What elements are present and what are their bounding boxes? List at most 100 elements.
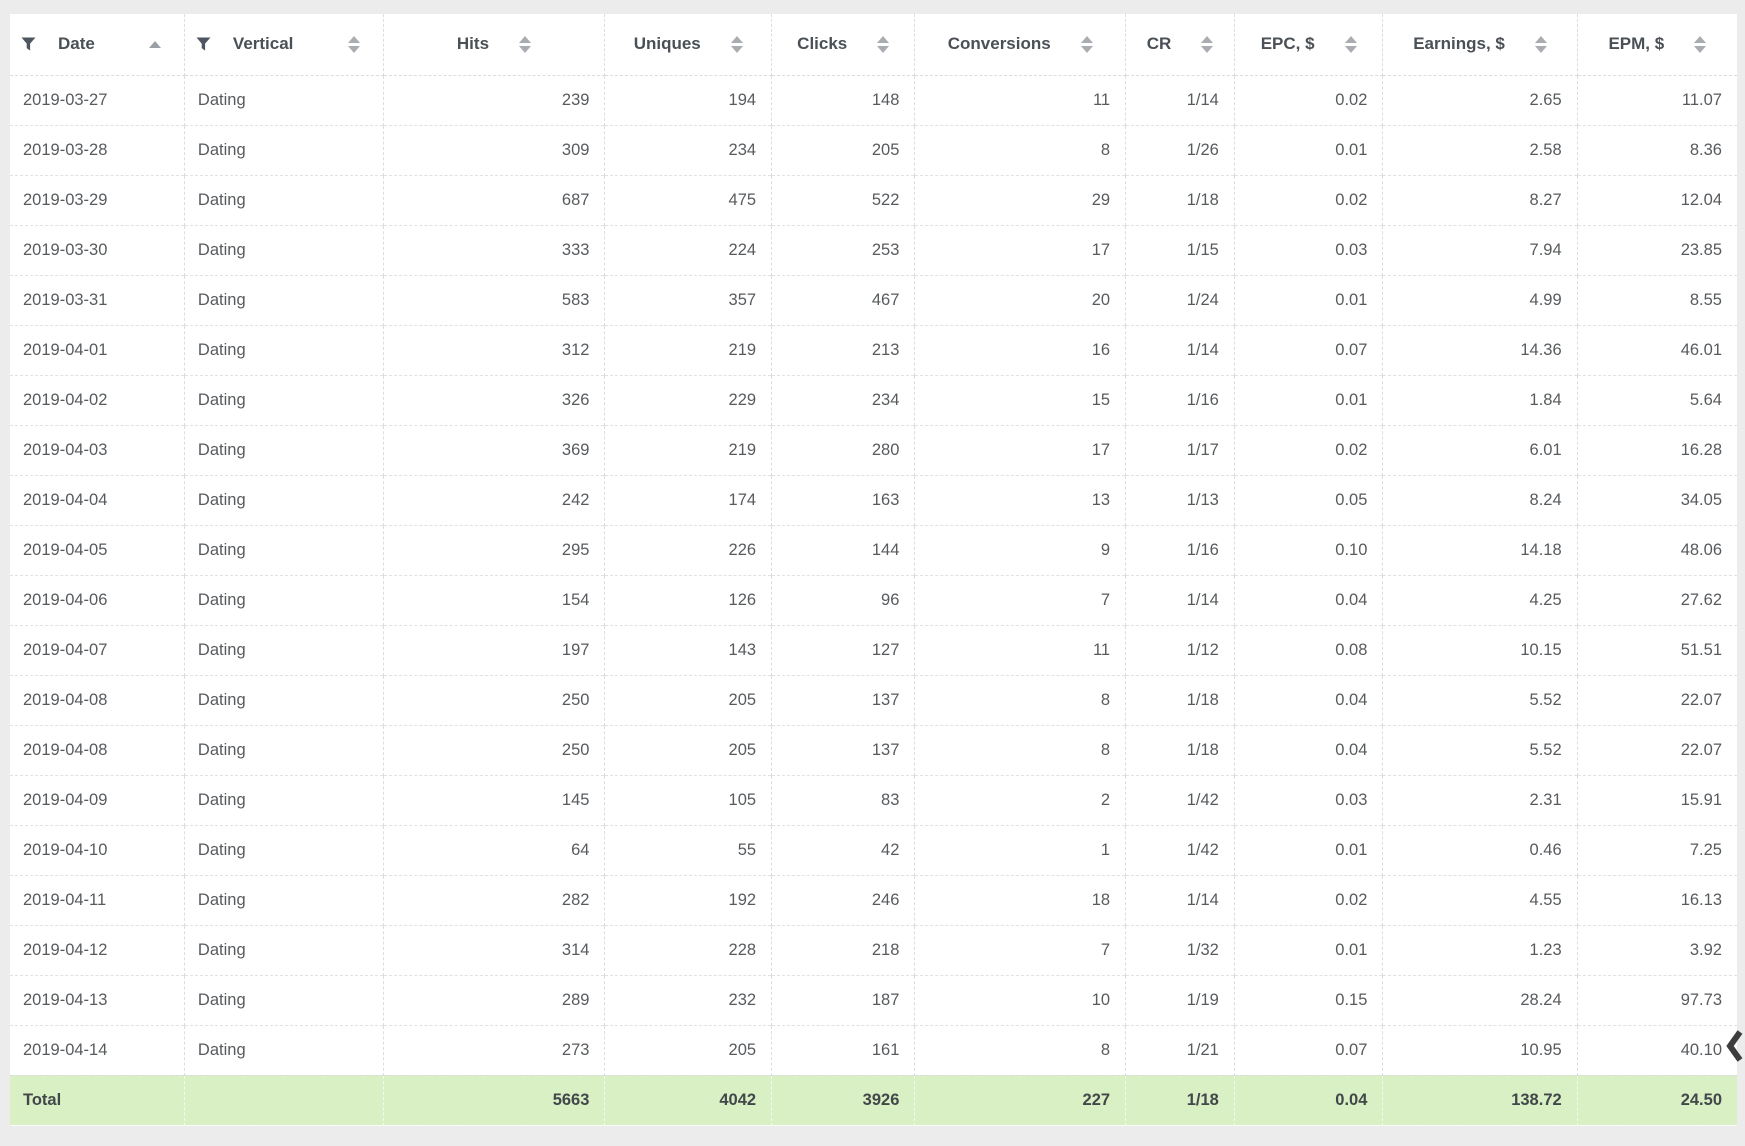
hits-cell: 250: [383, 674, 606, 725]
sort-icon[interactable]: [1080, 35, 1093, 53]
epc-cell: 0.01: [1234, 274, 1384, 325]
epm-cell: 27.62: [1577, 574, 1737, 625]
sort-icon[interactable]: [877, 35, 890, 53]
hits-cell: 314: [383, 924, 606, 975]
column-header-clicks[interactable]: Clicks: [771, 14, 916, 76]
cr-cell: 1/12: [1125, 624, 1235, 675]
uniques-cell: 219: [604, 424, 773, 475]
epm-cell: 97.73: [1577, 974, 1737, 1025]
vertical-cell: Dating: [184, 124, 384, 175]
sort-icon[interactable]: [1534, 35, 1547, 53]
column-header-date[interactable]: Date: [10, 14, 185, 76]
hits-cell: 239: [383, 75, 606, 125]
clicks-cell: 280: [771, 424, 916, 475]
column-label: EPC, $: [1260, 34, 1315, 54]
cr-cell: 1/18: [1125, 724, 1235, 775]
column-header-earnings[interactable]: Earnings, $: [1382, 14, 1578, 76]
table-row: 2019-03-29 Dating 687 475 522 29 1/18 0.…: [10, 174, 1737, 225]
sort-icon[interactable]: [1694, 35, 1707, 53]
epc-cell: 0.02: [1234, 874, 1384, 925]
uniques-cell: 192: [604, 874, 773, 925]
conversions-cell: 8: [914, 674, 1127, 725]
cr-cell: 1/24: [1125, 274, 1235, 325]
chevron-left-icon[interactable]: [1724, 1026, 1744, 1066]
vertical-cell: Dating: [184, 374, 384, 425]
total-row: Total 5663 4042 3926 227 1/18 0.04 138.7…: [10, 1074, 1737, 1126]
uniques-cell: 219: [604, 324, 773, 375]
epm-cell: 16.13: [1577, 874, 1737, 925]
earnings-cell: 10.95: [1382, 1024, 1578, 1075]
filter-icon[interactable]: [196, 37, 211, 51]
total-cell: [184, 1074, 384, 1126]
conversions-cell: 29: [914, 174, 1127, 225]
vertical-cell: Dating: [184, 274, 384, 325]
clicks-cell: 161: [771, 1024, 916, 1075]
cr-cell: 1/14: [1125, 874, 1235, 925]
epm-cell: 8.55: [1577, 274, 1737, 325]
date-cell: 2019-04-13: [10, 974, 185, 1025]
column-header-conversions[interactable]: Conversions: [914, 14, 1127, 76]
epc-cell: 0.02: [1234, 174, 1384, 225]
column-label: Earnings, $: [1413, 34, 1505, 54]
epc-cell: 0.03: [1234, 224, 1384, 275]
earnings-cell: 4.99: [1382, 274, 1578, 325]
epm-cell: 22.07: [1577, 724, 1737, 775]
clicks-cell: 187: [771, 974, 916, 1025]
epc-cell: 0.02: [1234, 424, 1384, 475]
sort-icon[interactable]: [519, 35, 532, 53]
uniques-cell: 105: [604, 774, 773, 825]
uniques-cell: 228: [604, 924, 773, 975]
uniques-cell: 205: [604, 724, 773, 775]
vertical-cell: Dating: [184, 624, 384, 675]
epm-cell: 3.92: [1577, 924, 1737, 975]
column-header-cr[interactable]: CR: [1125, 14, 1235, 76]
table-row: 2019-04-08 Dating 250 205 137 8 1/18 0.0…: [10, 674, 1737, 725]
column-header-epc[interactable]: EPC, $: [1234, 14, 1384, 76]
column-label: Vertical: [232, 34, 294, 54]
epm-cell: 12.04: [1577, 174, 1737, 225]
cr-cell: 1/13: [1125, 474, 1235, 525]
earnings-cell: 2.58: [1382, 124, 1578, 175]
table-header: Date Vertical Hits: [10, 14, 1737, 76]
date-cell: 2019-04-08: [10, 724, 185, 775]
table-row: 2019-04-13 Dating 289 232 187 10 1/19 0.…: [10, 974, 1737, 1025]
uniques-cell: 226: [604, 524, 773, 575]
sort-icon[interactable]: [1201, 35, 1214, 53]
uniques-cell: 194: [604, 75, 773, 125]
column-header-vertical[interactable]: Vertical: [184, 14, 384, 76]
conversions-cell: 13: [914, 474, 1127, 525]
clicks-cell: 42: [771, 824, 916, 875]
uniques-cell: 357: [604, 274, 773, 325]
column-header-epm[interactable]: EPM, $: [1577, 14, 1737, 76]
hits-cell: 250: [383, 724, 606, 775]
column-header-hits[interactable]: Hits: [383, 14, 606, 76]
uniques-cell: 55: [604, 824, 773, 875]
cr-cell: 1/32: [1125, 924, 1235, 975]
date-cell: 2019-04-09: [10, 774, 185, 825]
sort-icon[interactable]: [1344, 35, 1357, 53]
sort-asc-icon[interactable]: [148, 40, 161, 48]
cr-cell: 1/14: [1125, 324, 1235, 375]
vertical-cell: Dating: [184, 774, 384, 825]
sort-icon[interactable]: [730, 35, 743, 53]
vertical-cell: Dating: [184, 224, 384, 275]
epm-cell: 11.07: [1681, 90, 1722, 109]
column-label: Clicks: [797, 34, 848, 54]
hits-cell: 64: [383, 824, 606, 875]
column-header-uniques[interactable]: Uniques: [604, 14, 773, 76]
filter-icon[interactable]: [21, 37, 36, 51]
uniques-cell: 205: [604, 1024, 773, 1075]
epc-cell: 0.04: [1234, 574, 1384, 625]
hits-cell: 145: [383, 774, 606, 825]
epm-cell: 48.06: [1577, 524, 1737, 575]
clicks-cell: 522: [771, 174, 916, 225]
sort-icon[interactable]: [347, 35, 360, 53]
cr-cell: 1/16: [1125, 374, 1235, 425]
vertical-cell: Dating: [184, 324, 384, 375]
total-cell: 4042: [604, 1074, 773, 1126]
stats-table: Date Vertical Hits: [10, 14, 1737, 1126]
clicks-cell: 163: [771, 474, 916, 525]
cr-cell: 1/14: [1125, 75, 1235, 125]
earnings-cell: 6.01: [1382, 424, 1578, 475]
